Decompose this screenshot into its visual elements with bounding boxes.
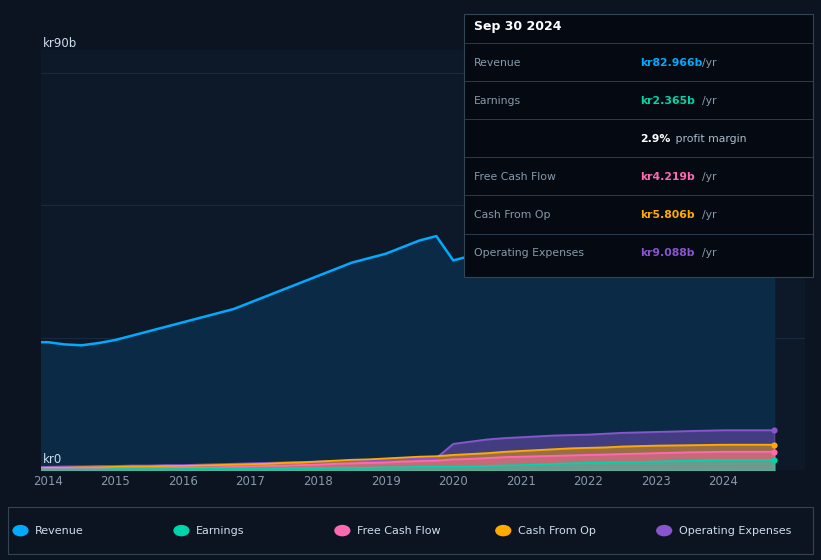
Text: kr4.219b: kr4.219b — [640, 172, 695, 182]
Text: /yr: /yr — [702, 210, 717, 220]
Point — [768, 447, 781, 456]
Text: 2.9%: 2.9% — [640, 134, 671, 144]
Text: Free Cash Flow: Free Cash Flow — [474, 172, 556, 182]
Text: kr82.966b: kr82.966b — [640, 58, 703, 68]
Text: Earnings: Earnings — [474, 96, 521, 106]
Text: /yr: /yr — [702, 248, 717, 258]
Point — [768, 455, 781, 464]
Text: kr0: kr0 — [43, 453, 62, 466]
Text: kr2.365b: kr2.365b — [640, 96, 695, 106]
Text: /yr: /yr — [702, 96, 717, 106]
Text: profit margin: profit margin — [672, 134, 746, 144]
Point — [768, 426, 781, 435]
Text: Cash From Op: Cash From Op — [518, 526, 596, 535]
Text: /yr: /yr — [702, 172, 717, 182]
Text: /yr: /yr — [702, 58, 717, 68]
Text: Revenue: Revenue — [474, 58, 521, 68]
Text: kr9.088b: kr9.088b — [640, 248, 695, 258]
Text: Sep 30 2024: Sep 30 2024 — [474, 20, 562, 33]
Text: Revenue: Revenue — [35, 526, 84, 535]
Text: Earnings: Earnings — [196, 526, 245, 535]
Text: Cash From Op: Cash From Op — [474, 210, 550, 220]
Text: Operating Expenses: Operating Expenses — [474, 248, 584, 258]
Text: Operating Expenses: Operating Expenses — [679, 526, 791, 535]
Text: kr5.806b: kr5.806b — [640, 210, 695, 220]
Point — [768, 99, 781, 108]
Text: Free Cash Flow: Free Cash Flow — [357, 526, 441, 535]
Text: kr90b: kr90b — [43, 38, 77, 50]
Point — [768, 440, 781, 449]
